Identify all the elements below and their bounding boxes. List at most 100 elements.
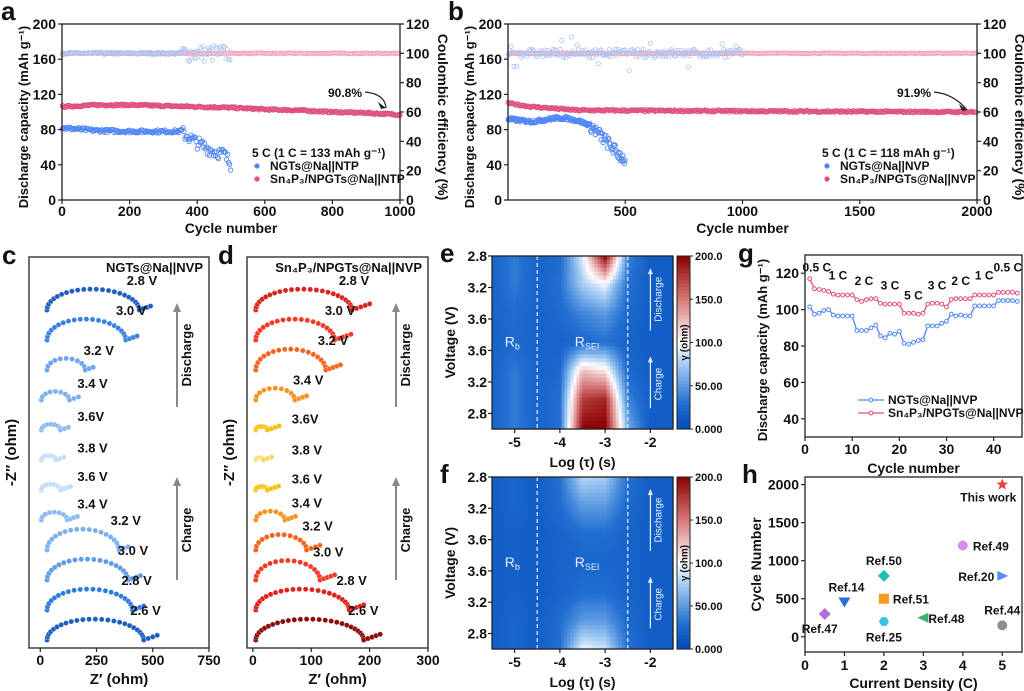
nyquist-point [111, 288, 118, 295]
voltage-label: 3.0 V [118, 543, 149, 558]
ce-point [207, 48, 213, 54]
nyquist-point [272, 558, 279, 565]
nyquist-point [267, 591, 274, 598]
panel-title: Sn₄P₃/NPGTs@Na||NVP [275, 260, 422, 275]
nyquist-point [281, 346, 288, 353]
x-tick-label: 0 [36, 652, 44, 668]
nyquist-point [310, 616, 316, 623]
nyquist-point [93, 286, 100, 293]
nyquist-point [285, 617, 292, 624]
nyquist-point [269, 532, 276, 539]
nyquist-point [281, 531, 288, 538]
ce-point [227, 57, 233, 63]
voltage-label: 3.4 V [77, 497, 108, 512]
voltage-label: 3.0 V [313, 544, 344, 559]
nyquist-point [319, 288, 326, 294]
nyquist-point [326, 590, 333, 597]
y-axis-title: Discharge capacity (mAh g⁻¹) [16, 26, 31, 208]
y-right-tick-label: 20 [983, 163, 999, 179]
ce-point [590, 55, 596, 61]
nyquist-point [75, 393, 82, 400]
y-tick-label: 0 [48, 192, 56, 208]
nyquist-curve: 3.4 V [252, 372, 324, 403]
x-tick-label: 600 [253, 203, 277, 219]
nyquist-point [287, 532, 294, 539]
x-tick-label: 500 [614, 203, 638, 219]
direction-label: Charge [398, 508, 413, 553]
panel-label: e [440, 238, 454, 268]
y-right-tick-label: 60 [406, 104, 422, 120]
nyquist-point [296, 586, 303, 593]
legend-label: NGTs@Na||NTP [270, 159, 359, 173]
nyquist-point [302, 561, 309, 567]
nyquist-point [66, 558, 73, 564]
nyquist-point [278, 385, 285, 392]
nyquist-point [68, 618, 75, 625]
nyquist-point [116, 290, 123, 297]
legend-marker [824, 176, 830, 182]
nyquist-point [73, 526, 80, 533]
ce-point [607, 46, 613, 52]
nyquist-point [116, 619, 123, 626]
voltage-label: 3.8 V [77, 440, 108, 455]
legend-label: NGTs@Na||NVP [840, 159, 930, 173]
y-right-tick-label: 80 [406, 75, 422, 91]
y-axis-title: Discharge capacity (mAh g⁻¹) [462, 26, 477, 208]
nyquist-point [278, 557, 285, 564]
nyquist-point [134, 333, 140, 339]
ce-point [508, 43, 514, 49]
nyquist-point [292, 513, 299, 520]
x-tick-label: 1500 [844, 203, 875, 219]
nyquist-point [108, 589, 115, 596]
nyquist-point [60, 454, 67, 461]
voltage-label: 3.6 V [77, 469, 108, 484]
panel-d: d2.8 V3.0 V3.2 V3.4 V3.6V3.8 V3.6 V3.4 V… [218, 240, 440, 688]
nyquist-point [290, 586, 296, 593]
y-tick-label: 80 [40, 122, 56, 138]
nyquist-point [298, 316, 305, 323]
nyquist-point [302, 586, 309, 593]
nyquist-point [101, 318, 108, 325]
ce-point [719, 41, 725, 47]
x-tick-label: 750 [197, 652, 221, 668]
ce-point [188, 48, 194, 54]
nyquist-point [366, 300, 373, 307]
ce-point [209, 57, 215, 63]
x-axis-title: Cycle number [696, 220, 789, 236]
ce-point [134, 51, 140, 57]
nyquist-point [105, 287, 112, 294]
y-right-tick-label: 60 [983, 104, 999, 120]
nyquist-point [267, 560, 273, 567]
ce-point [685, 64, 691, 70]
nyquist-point [293, 346, 300, 353]
voltage-label: 3.6V [292, 411, 319, 426]
x-tick-label: 1000 [384, 203, 415, 219]
ce-point [199, 55, 205, 61]
ce-point [212, 50, 218, 56]
nyquist-point [69, 356, 75, 362]
nyquist-point [72, 557, 78, 563]
nyquist-point [67, 483, 74, 490]
nyquist-point [96, 586, 103, 593]
nyquist-point [282, 287, 289, 294]
nyquist-point [304, 317, 311, 324]
y-right-tick-label: 0 [406, 192, 414, 208]
direction-label: Charge [179, 508, 194, 553]
y-tick-label: 80 [486, 122, 502, 138]
nyquist-point [63, 355, 70, 362]
nyquist-curve: 3.6V [252, 411, 319, 433]
ce-point [204, 52, 210, 58]
nyquist-point [74, 287, 81, 293]
voltage-label: 3.8 V [292, 443, 323, 458]
nyquist-point [322, 617, 329, 624]
nyquist-point [57, 355, 64, 362]
panel-a: a0 200 400 600 800 10000408012016020002040608… [1, 0, 451, 236]
nyquist-point [104, 617, 111, 623]
y-right-tick-label: 40 [983, 133, 999, 149]
nyquist-point [261, 508, 268, 515]
nyquist-point [51, 357, 58, 364]
nyquist-curve: 3.0 V [44, 303, 147, 343]
nyquist-point [98, 616, 105, 623]
nyquist-point [51, 509, 58, 516]
